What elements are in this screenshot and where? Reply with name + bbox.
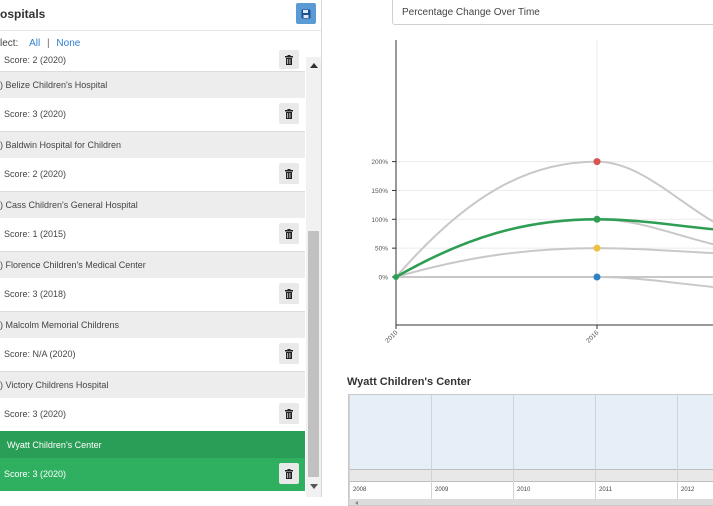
delete-button[interactable] [279,50,299,69]
list-item-name[interactable]: Wyatt Children's Center [0,431,305,458]
delete-button[interactable] [279,163,299,184]
list-item-name[interactable]: ) Florence Children's Medical Center [0,251,305,278]
save-icon [301,9,311,18]
y-tick-label: 200% [371,159,388,166]
y-tick-label: 50% [375,246,388,253]
trash-icon [285,348,293,359]
hospital-rows: ) Belize Children's Hospital Score: 3 (20… [0,71,305,491]
series-line[interactable] [396,276,713,289]
hospitals-header: ospitals [0,0,321,31]
x-tick-label: 2010 [384,329,399,344]
delete-button[interactable] [279,343,299,364]
hospitals-title: ospitals [0,7,46,21]
timeline-year-label: 2012 [681,487,695,493]
select-separator: | [47,38,50,49]
save-button[interactable] [296,3,316,24]
timeline-year-label: 2008 [353,487,367,493]
data-point-marker[interactable] [593,273,601,281]
list-item-score[interactable]: Score: 3 (2018) [0,278,305,311]
score-text: Score: 3 (2020) [4,109,67,119]
timeline-year-label: 2009 [435,487,449,493]
timeline-title: Wyatt Children's Center [347,376,472,388]
delete-button[interactable] [279,103,299,124]
trash-icon [285,168,293,179]
series-line[interactable] [395,160,713,278]
list-item-score[interactable]: Score: 3 (2020) [0,98,305,131]
timeline-column-divider [513,395,514,499]
data-point-marker[interactable] [593,244,601,252]
select-row: lect: All | None [0,38,80,49]
timeline-column-divider [677,395,678,499]
timeline-view[interactable]: 2008 2009 2010 2011 2012 [348,394,713,506]
scroll-thumb[interactable] [308,231,319,477]
list-item-score[interactable]: Score: 3 (2020) [0,398,305,431]
score-text: Score: 2 (2020) [4,169,67,179]
score-text: Score: N/A (2020) [4,349,76,359]
timeline-year-label: 2011 [599,487,612,493]
hospitals-panel: ospitals lect: All | None Score: 2 (2020… [0,0,322,497]
data-point-marker[interactable] [593,158,601,166]
x-tick-label: 2016 [585,329,600,344]
list-item-score[interactable]: Score: 3 (2020) [0,458,305,491]
y-tick-label: 150% [371,188,388,195]
list-item-score[interactable]: Score: 2 (2020) [0,50,305,71]
score-text: Score: 2 (2020) [4,55,67,65]
scroll-down-arrow-icon[interactable] [310,484,318,489]
score-text: Score: 3 (2020) [4,409,67,419]
y-tick-label: 0% [379,275,389,282]
list-item-score[interactable]: Score: 2 (2020) [0,158,305,191]
delete-button[interactable] [279,463,299,484]
delete-button[interactable] [279,283,299,304]
timeline-column-divider [349,395,350,499]
list-item-score[interactable]: Score: 1 (2015) [0,218,305,251]
list-item-name[interactable]: ) Cass Children's General Hospital [0,191,305,218]
percentage-change-chart: 0% 50% 100% 150% 200% 2010 2016 [371,40,713,345]
list-item-score[interactable]: Score: N/A (2020) [0,338,305,371]
y-tick-label: 100% [371,217,388,224]
list-item-name[interactable]: ) Victory Childrens Hospital [0,371,305,398]
timeline-year-label: 2010 [517,487,531,493]
timeline-column-divider [595,395,596,499]
list-item-name[interactable]: ) Malcolm Memorial Childrens [0,311,305,338]
select-none-link[interactable]: None [56,38,81,49]
score-text: Score: 3 (2018) [4,289,67,299]
timeline-column-divider [431,395,432,499]
scroll-up-arrow-icon[interactable] [310,63,318,68]
delete-button[interactable] [279,403,299,424]
trash-icon [285,108,293,119]
timeline-band [349,395,713,469]
data-point-marker[interactable] [593,215,601,223]
score-text: Score: 1 (2015) [4,229,67,239]
timeline-axis-strip [349,469,713,482]
select-label: lect: [0,38,19,49]
series-line[interactable] [395,247,713,278]
chart-panel: 0% 50% 100% 150% 200% 2010 2016 Percentage Cha… [322,0,713,506]
list-item-name[interactable]: ) Belize Children's Hospital [0,71,305,98]
data-point-marker[interactable] [393,274,399,280]
hospital-list: Score: 2 (2020) ) Belize Children's Hosp… [0,50,305,497]
timeline-horizontal-scrollbar[interactable] [349,499,713,505]
trash-icon [285,288,293,299]
list-item-name[interactable]: ) Baldwin Hospital for Children [0,131,305,158]
scroll-left-arrow-icon[interactable] [355,501,358,505]
series-line-highlighted[interactable] [395,217,713,279]
metric-select-value: Percentage Change Over Time [402,7,540,18]
list-scrollbar[interactable] [306,57,321,497]
trash-icon [285,468,293,479]
select-all-link[interactable]: All [29,38,41,49]
score-text: Score: 3 (2020) [4,469,67,479]
trash-icon [285,228,293,239]
trash-icon [285,54,293,65]
trash-icon [285,408,293,419]
metric-select[interactable]: Percentage Change Over Time [392,0,713,25]
delete-button[interactable] [279,223,299,244]
